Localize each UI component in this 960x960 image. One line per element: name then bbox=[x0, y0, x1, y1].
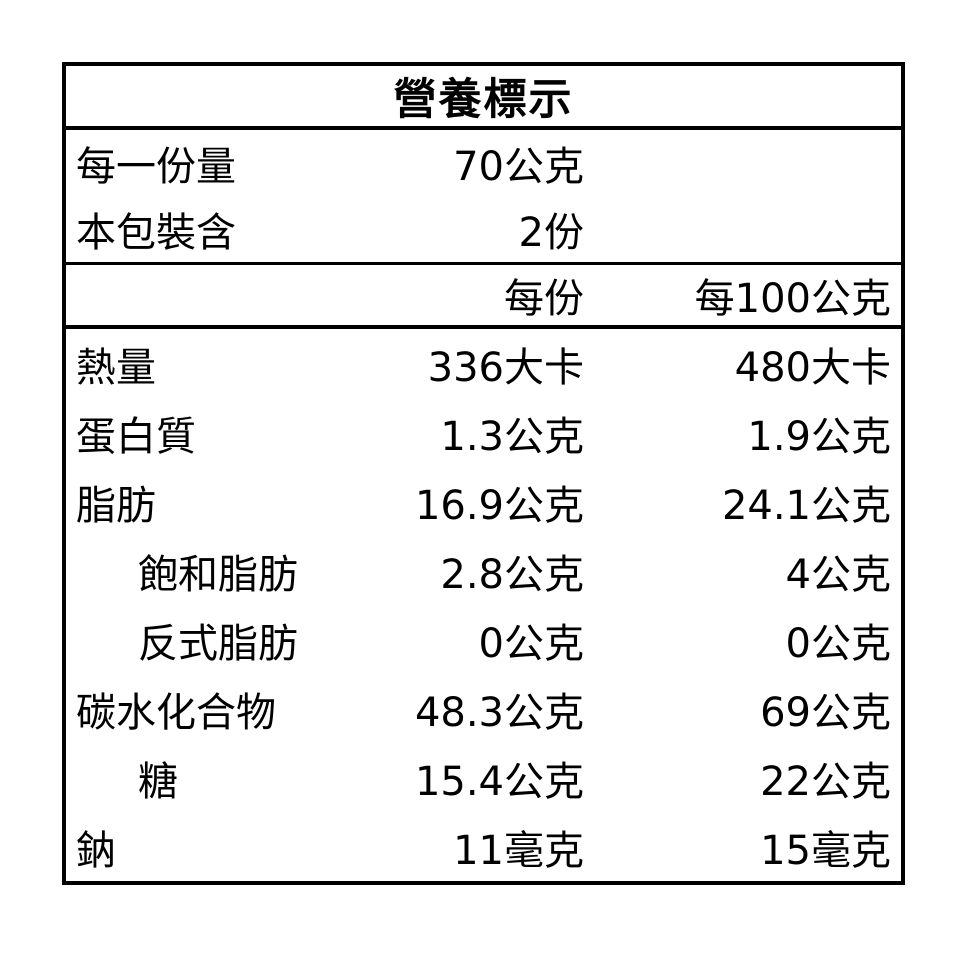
per-serving-value: 16.9公克 bbox=[414, 482, 584, 529]
nutrient-row-sodium: 鈉 11毫克 15毫克 bbox=[66, 812, 901, 881]
per-100g-value: 0公克 bbox=[785, 620, 891, 667]
nutrient-row-carbohydrate: 碳水化合物 48.3公克 69公克 bbox=[66, 674, 901, 743]
per-100g-value: 1.9公克 bbox=[747, 413, 891, 460]
nutrient-label: 熱量 bbox=[76, 344, 156, 391]
nutrient-label: 糖 bbox=[138, 758, 178, 805]
per-100g-value: 15毫克 bbox=[760, 827, 891, 874]
label-title: 營養標示 bbox=[66, 66, 901, 130]
per-100g-value: 22公克 bbox=[760, 758, 891, 805]
per-serving-value: 11毫克 bbox=[453, 827, 584, 874]
per-serving-column-header: 每份 bbox=[504, 276, 584, 322]
per-serving-value: 48.3公克 bbox=[414, 689, 584, 736]
nutrient-label: 碳水化合物 bbox=[76, 689, 276, 736]
per-serving-value: 336大卡 bbox=[427, 344, 584, 391]
nutrient-row-protein: 蛋白質 1.3公克 1.9公克 bbox=[66, 398, 901, 467]
nutrient-label: 反式脂肪 bbox=[138, 620, 298, 667]
serving-size-value: 70公克 bbox=[453, 144, 584, 190]
nutrition-label-table: 營養標示 每一份量 70公克 本包裝含 2份 每份 每100公克 熱量 336大… bbox=[62, 62, 905, 885]
serving-info-section: 每一份量 70公克 本包裝含 2份 bbox=[66, 130, 901, 265]
per-serving-value: 2.8公克 bbox=[440, 551, 584, 598]
servings-per-package-row: 本包裝含 2份 bbox=[66, 196, 901, 262]
nutrient-rows: 熱量 336大卡 480大卡 蛋白質 1.3公克 1.9公克 脂肪 16.9公克… bbox=[66, 329, 901, 881]
nutrient-row-saturated-fat: 飽和脂肪 2.8公克 4公克 bbox=[66, 536, 901, 605]
nutrient-label: 脂肪 bbox=[76, 482, 156, 529]
serving-size-label: 每一份量 bbox=[76, 144, 236, 190]
serving-size-row: 每一份量 70公克 bbox=[66, 130, 901, 196]
per-100g-value: 4公克 bbox=[785, 551, 891, 598]
nutrient-label: 飽和脂肪 bbox=[138, 551, 298, 598]
nutrient-row-fat: 脂肪 16.9公克 24.1公克 bbox=[66, 467, 901, 536]
nutrient-row-sugar: 糖 15.4公克 22公克 bbox=[66, 743, 901, 812]
per-100g-value: 24.1公克 bbox=[721, 482, 891, 529]
per-100g-column-header: 每100公克 bbox=[694, 276, 891, 322]
per-100g-value: 480大卡 bbox=[734, 344, 891, 391]
servings-per-package-value: 2份 bbox=[518, 210, 584, 256]
nutrient-label: 鈉 bbox=[76, 827, 116, 874]
nutrient-row-trans-fat: 反式脂肪 0公克 0公克 bbox=[66, 605, 901, 674]
column-header-row: 每份 每100公克 bbox=[66, 265, 901, 329]
nutrient-label: 蛋白質 bbox=[76, 413, 196, 460]
per-serving-value: 0公克 bbox=[478, 620, 584, 667]
per-serving-value: 1.3公克 bbox=[440, 413, 584, 460]
servings-per-package-label: 本包裝含 bbox=[76, 210, 236, 256]
nutrient-row-calories: 熱量 336大卡 480大卡 bbox=[66, 329, 901, 398]
per-serving-value: 15.4公克 bbox=[414, 758, 584, 805]
per-100g-value: 69公克 bbox=[760, 689, 891, 736]
